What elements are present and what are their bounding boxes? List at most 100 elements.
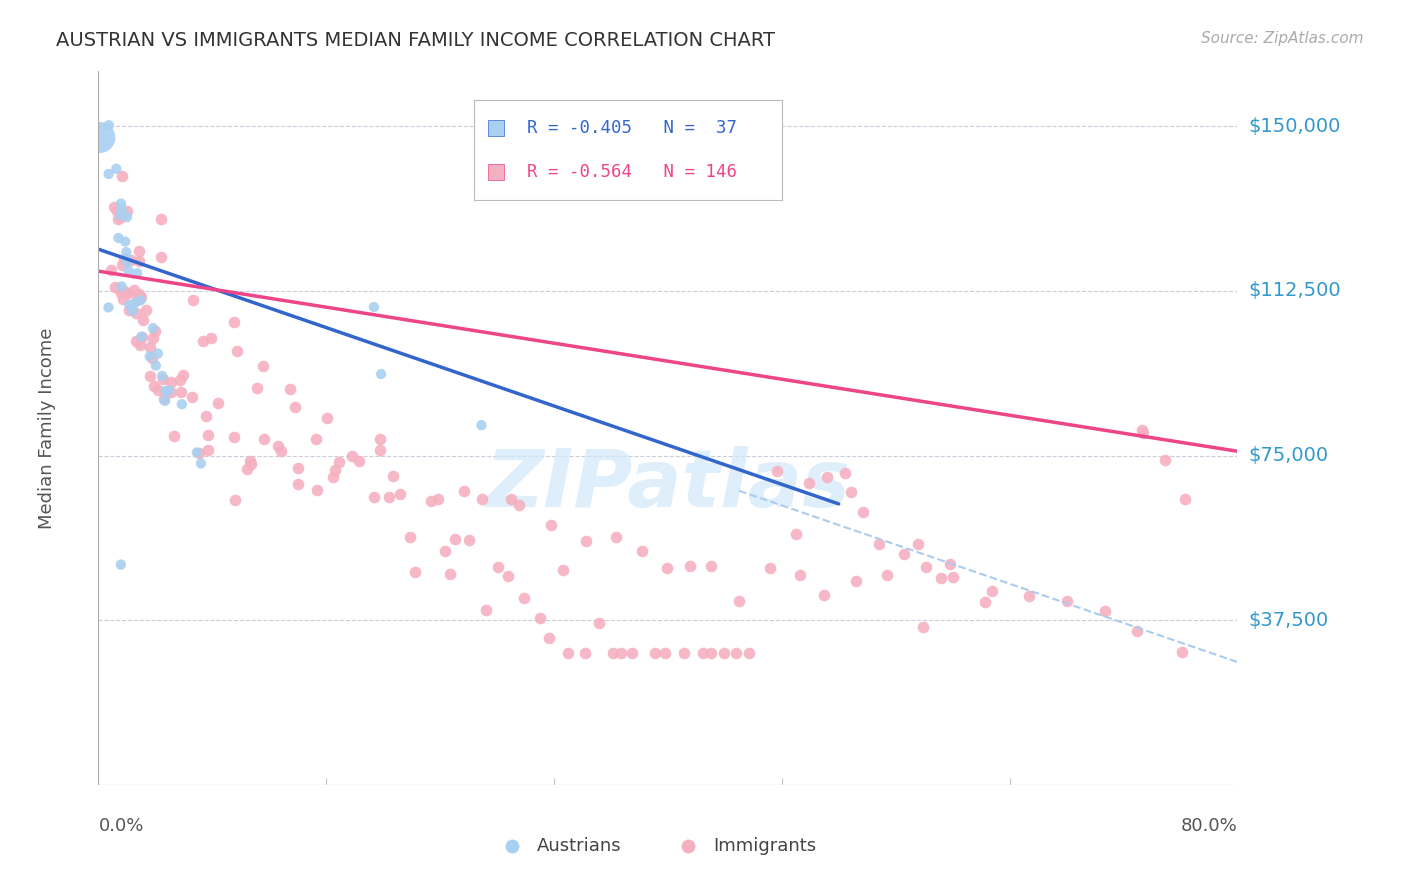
Point — [981, 584, 1004, 599]
Point — [117, 264, 139, 278]
Point — [893, 548, 915, 562]
Point — [1018, 589, 1040, 603]
Point — [108, 208, 131, 222]
Point — [111, 293, 134, 307]
Text: AUSTRIAN VS IMMIGRANTS MEDIAN FAMILY INCOME CORRELATION CHART: AUSTRIAN VS IMMIGRANTS MEDIAN FAMILY INC… — [56, 31, 775, 50]
Point — [193, 334, 215, 348]
Point — [498, 569, 520, 583]
Point — [110, 196, 132, 211]
Point — [170, 397, 193, 411]
Point — [907, 536, 929, 550]
Point — [713, 646, 735, 660]
Point — [766, 464, 789, 478]
Point — [363, 300, 385, 314]
Point — [316, 410, 339, 425]
Point — [142, 379, 165, 393]
Point — [97, 118, 120, 132]
Point — [129, 293, 152, 308]
Point — [602, 646, 624, 660]
Point — [700, 646, 723, 660]
Point — [169, 373, 191, 387]
Point — [197, 442, 219, 457]
Point — [700, 558, 723, 573]
Point — [287, 461, 309, 475]
Point — [170, 384, 193, 399]
Point — [200, 331, 222, 345]
Point — [328, 454, 350, 468]
Point — [512, 591, 534, 606]
Point — [97, 301, 120, 315]
Point — [501, 491, 523, 506]
Point — [267, 439, 290, 453]
Point — [153, 393, 176, 408]
Text: $37,500: $37,500 — [1249, 611, 1329, 630]
Point — [155, 384, 177, 398]
Point — [100, 263, 122, 277]
Point — [152, 392, 174, 406]
Point — [278, 382, 301, 396]
Point — [253, 433, 276, 447]
Point — [284, 401, 307, 415]
Point — [574, 646, 596, 660]
Point — [1130, 423, 1153, 437]
Point — [370, 367, 392, 381]
Point — [128, 253, 150, 268]
Point — [125, 306, 148, 320]
Point — [240, 457, 263, 471]
Point — [115, 210, 138, 224]
Point — [876, 568, 898, 582]
Point — [342, 449, 364, 463]
Point — [225, 344, 247, 359]
Text: $150,000: $150,000 — [1249, 117, 1341, 136]
Point — [508, 498, 530, 512]
Text: $112,500: $112,500 — [1249, 282, 1341, 301]
Point — [557, 646, 579, 660]
Point — [538, 631, 561, 645]
Point — [929, 571, 952, 585]
Point — [131, 329, 153, 343]
Point — [738, 646, 761, 660]
Point — [368, 443, 391, 458]
Point — [131, 290, 153, 304]
Point — [404, 565, 426, 579]
Point — [575, 534, 598, 549]
Point — [305, 432, 328, 446]
Point — [911, 620, 934, 634]
Point — [672, 646, 695, 660]
Point — [142, 331, 165, 345]
Point — [382, 468, 405, 483]
Point — [107, 231, 129, 245]
Point — [125, 293, 148, 307]
Point — [112, 252, 135, 266]
Point — [172, 368, 194, 382]
Point — [110, 558, 132, 572]
Point — [419, 493, 441, 508]
Point — [135, 303, 157, 318]
Point — [121, 303, 143, 318]
Point — [363, 491, 385, 505]
Point — [974, 595, 997, 609]
Point — [551, 563, 574, 577]
Point — [127, 266, 149, 280]
Point — [1154, 452, 1177, 467]
Point — [325, 463, 347, 477]
Point — [118, 298, 141, 312]
Point — [187, 446, 209, 460]
Point — [128, 286, 150, 301]
Point — [222, 315, 245, 329]
Point — [122, 283, 145, 297]
Point — [190, 457, 212, 471]
Point — [117, 286, 139, 301]
Point — [115, 245, 138, 260]
Point — [939, 558, 962, 572]
Point — [141, 351, 163, 365]
Point — [347, 454, 370, 468]
Point — [120, 253, 142, 268]
Point — [540, 518, 562, 533]
Point — [125, 334, 148, 349]
Point — [152, 372, 174, 386]
Point — [139, 350, 162, 364]
Point — [759, 561, 782, 575]
Point — [103, 201, 125, 215]
Point — [239, 453, 262, 467]
